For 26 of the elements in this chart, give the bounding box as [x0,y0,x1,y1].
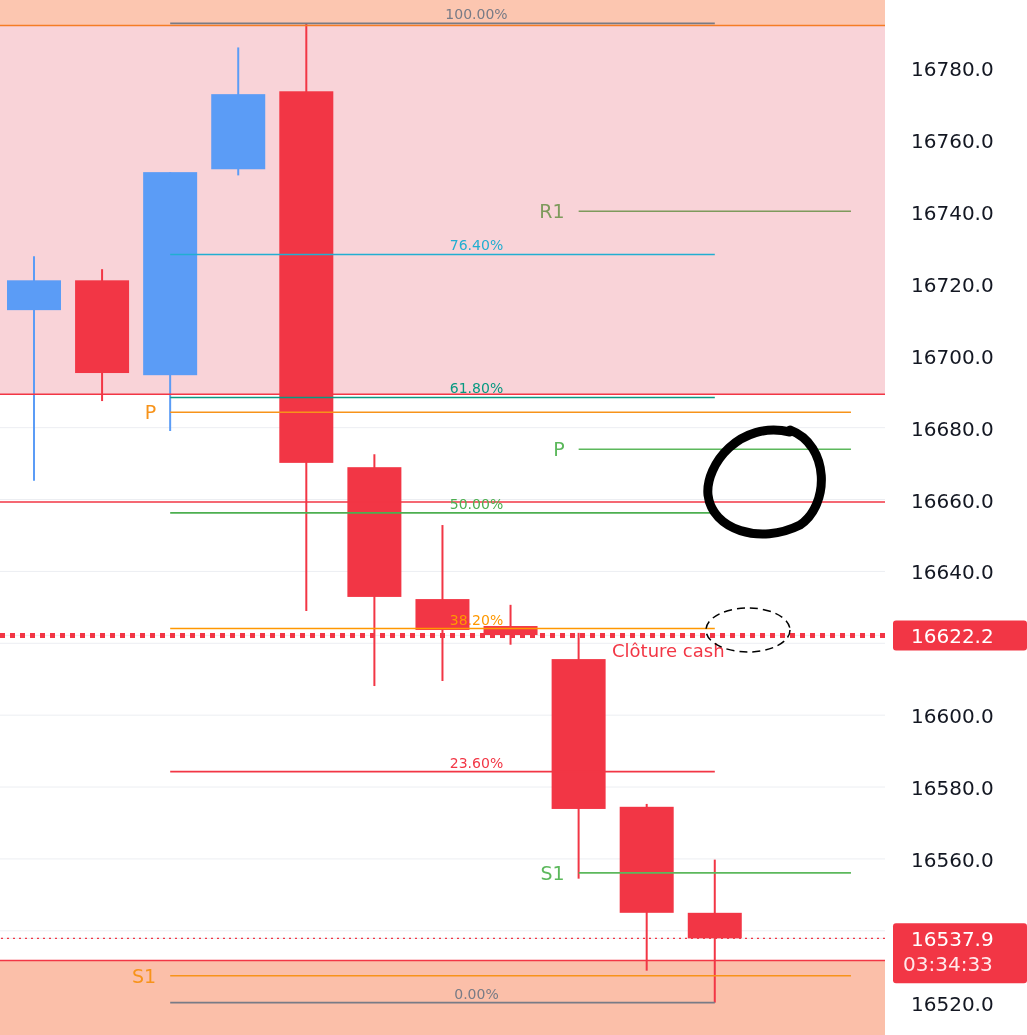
y-tick-label: 16720.0 [911,272,994,297]
series-label: 61.80% [449,380,504,397]
y-tick-label: 16780.0 [911,57,994,82]
y-tick-label: 16537.9 [911,927,994,952]
y-tick-label: 16680.0 [911,416,994,441]
y-tick-label: 16622.2 [911,624,994,649]
y-tick-label: 16760.0 [911,129,994,154]
y-tick-label: 16660.0 [911,488,994,513]
series-label: 0.00% [454,985,499,1002]
y-tick-label: 16740.0 [911,201,994,226]
y-tick-label: 16580.0 [911,776,994,801]
y-tick-label: 16560.0 [911,847,994,872]
y-tick-label: 16640.0 [911,560,994,585]
y-tick-label: 16700.0 [911,344,994,369]
series-label: P [144,401,157,424]
series-label: 76.40% [449,237,504,254]
series-label: P [553,438,565,461]
y-tick-label: 16600.0 [911,704,994,729]
series-label: 100.00% [445,6,508,23]
y-tick-label: 16520.0 [911,991,994,1016]
series-label: S1 [132,964,157,987]
series-label: 23.60% [449,754,504,771]
ref-line-label: Clôture cash [612,640,725,662]
text: 03:34:33 [903,952,993,976]
series-label: R1 [539,200,565,223]
series-label: S1 [540,861,565,884]
